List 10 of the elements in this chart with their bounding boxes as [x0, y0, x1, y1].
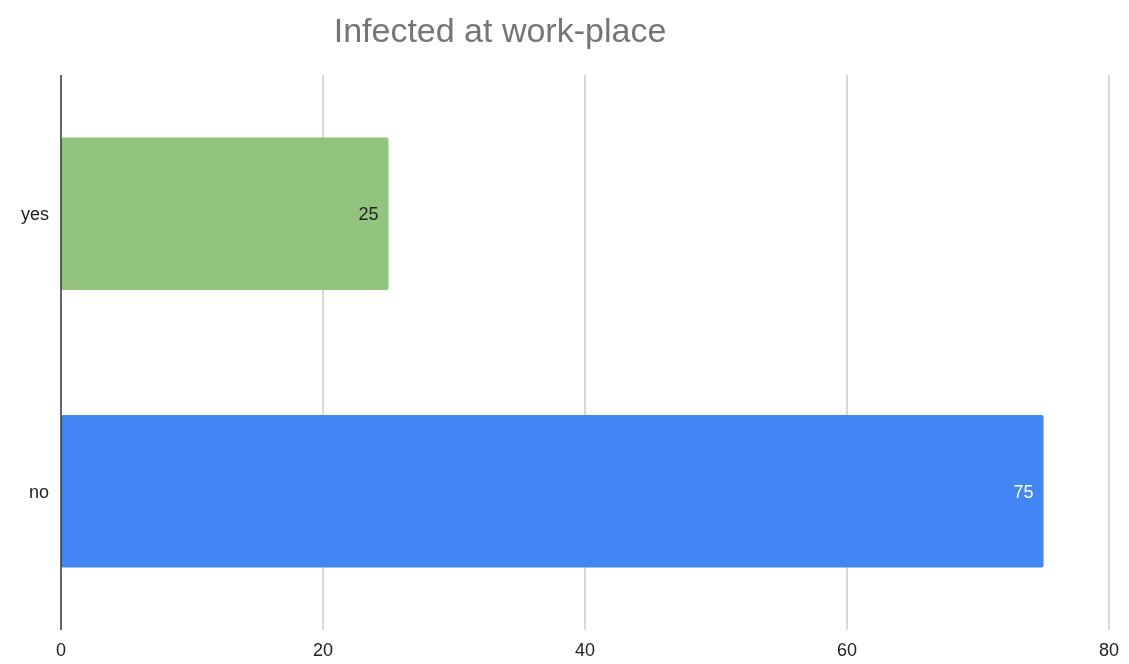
y-tick-label: no	[28, 481, 49, 502]
data-label: 75	[1013, 481, 1034, 502]
x-tick-label: 80	[1098, 640, 1120, 660]
x-tick-label: 40	[574, 640, 596, 660]
chart-title: Infected at work-place	[333, 11, 667, 49]
x-tick-label: 60	[836, 640, 858, 660]
x-tick-label: 20	[312, 640, 334, 660]
y-tick-label: yes	[20, 204, 49, 225]
x-tick-label: 0	[55, 640, 67, 660]
data-label: 25	[358, 204, 379, 225]
